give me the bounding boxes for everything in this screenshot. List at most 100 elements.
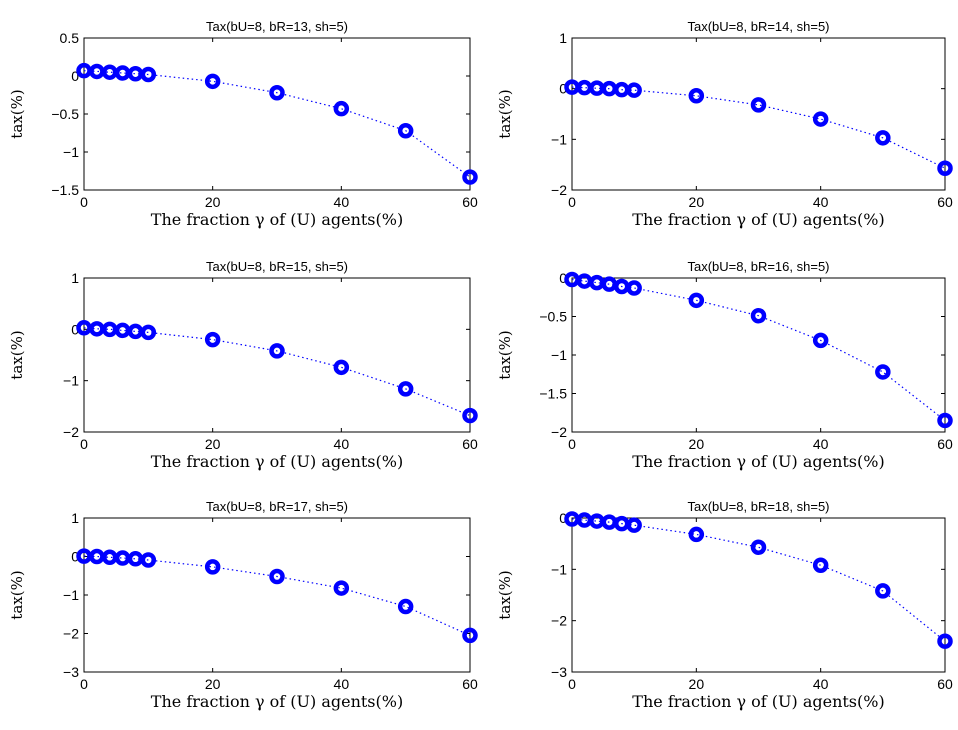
x-axis-label: The fraction γ of (U) agents(%): [632, 210, 884, 229]
y-tick-label: −1: [63, 144, 79, 160]
subplot-4: Tax(bU=8, bR=16, sh=5) 0 20 40 60 0 −0.5 −1 −1.5…: [496, 259, 953, 471]
y-axis-label: tax(%): [496, 570, 514, 619]
x-axis-label: The fraction γ of (U) agents(%): [632, 452, 884, 471]
data-point: [576, 273, 593, 289]
subplot-title: Tax(bU=8, bR=15, sh=5): [206, 259, 348, 274]
y-tick-label: −2: [63, 626, 79, 642]
data-point: [688, 526, 705, 543]
data-point: [89, 548, 105, 565]
subplot-title: Tax(bU=8, bR=14, sh=5): [688, 19, 830, 34]
y-axis-label: tax(%): [8, 570, 26, 619]
data-point: [626, 280, 642, 296]
data-point: [462, 627, 478, 644]
data-point: [127, 65, 144, 82]
x-tick-label: 0: [568, 436, 576, 452]
x-tick-label: 60: [462, 676, 478, 692]
series-line: [83, 327, 471, 417]
data-point: [101, 64, 118, 80]
data-point: [127, 551, 144, 567]
y-tick-label: 0: [71, 321, 79, 337]
data-point: [812, 111, 829, 127]
data-point: [937, 160, 953, 176]
y-tick-label: −2: [551, 613, 567, 629]
x-tick-label: 40: [334, 194, 350, 210]
y-tick-label: −3: [551, 664, 567, 680]
data-point: [114, 550, 131, 566]
x-tick-label: 60: [462, 194, 478, 210]
data-point: [750, 97, 767, 113]
data-point: [89, 321, 105, 337]
y-tick-label: 1: [71, 510, 79, 526]
x-axis-label: The fraction γ of (U) agents(%): [151, 210, 403, 229]
y-tick-label: 0: [71, 68, 79, 84]
y-tick-label: −1: [63, 587, 79, 603]
axes-frame: [83, 37, 471, 191]
x-tick-label: 40: [334, 676, 350, 692]
y-tick-label: −0.5: [539, 309, 567, 325]
data-point: [333, 580, 350, 596]
data-point: [626, 82, 642, 98]
x-tick-label: 0: [80, 676, 88, 692]
data-point: [140, 66, 157, 83]
subplot-2: Tax(bU=8, bR=14, sh=5) 0 20 40 60 1 0 −1 −2 The f…: [496, 19, 953, 229]
subplot-6: Tax(bU=8, bR=18, sh=5) 0 20 40 60 0 −1 −2 −3 The …: [496, 499, 953, 711]
subplot-title: Tax(bU=8, bR=17, sh=5): [206, 499, 348, 514]
x-tick-label: 0: [568, 676, 576, 692]
data-point: [875, 130, 891, 146]
y-tick-label: −2: [551, 424, 567, 440]
data-point: [937, 412, 953, 429]
x-tick-label: 40: [813, 676, 829, 692]
x-tick-label: 40: [813, 436, 829, 452]
data-point: [269, 343, 285, 359]
x-axis-label: The fraction γ of (U) agents(%): [151, 452, 403, 471]
y-axis-label: tax(%): [496, 330, 514, 379]
x-tick-label: 0: [80, 436, 88, 452]
x-tick-label: 0: [80, 194, 88, 210]
data-point: [688, 292, 705, 309]
y-axis-label: tax(%): [496, 89, 514, 138]
data-point: [333, 359, 350, 376]
data-point: [269, 568, 285, 585]
y-axis-label: tax(%): [8, 89, 26, 138]
data-point: [101, 321, 118, 338]
data-point: [269, 84, 285, 101]
y-tick-label: −2: [63, 424, 79, 440]
data-point: [204, 73, 221, 90]
data-point: [750, 307, 767, 324]
data-point: [462, 169, 478, 185]
data-point: [204, 331, 221, 348]
data-point: [397, 598, 414, 615]
y-axis-label: tax(%): [8, 330, 26, 379]
data-point: [875, 364, 891, 380]
data-point: [589, 513, 605, 529]
y-tick-label: −0.5: [51, 106, 79, 122]
series-line: [571, 278, 946, 421]
data-point: [114, 322, 131, 339]
x-tick-label: 20: [205, 676, 221, 692]
y-tick-label: −2: [551, 182, 567, 198]
axes-frame: [83, 517, 471, 673]
data-point: [576, 512, 593, 528]
y-tick-label: 0: [559, 510, 567, 526]
subplot-title: Tax(bU=8, bR=16, sh=5): [688, 259, 830, 274]
data-point: [750, 539, 767, 556]
data-point: [601, 276, 618, 292]
y-tick-label: −3: [63, 664, 79, 680]
subplot-title: Tax(bU=8, bR=18, sh=5): [688, 499, 830, 514]
y-tick-label: 0.5: [60, 30, 80, 46]
data-point: [101, 549, 118, 566]
x-tick-label: 60: [937, 194, 953, 210]
data-point: [688, 88, 705, 104]
y-tick-label: 0: [71, 549, 79, 565]
subplot-1: Tax(bU=8, bR=13, sh=5) 0 20 40 60 0.5 0 −0.5 −1 −…: [8, 19, 478, 229]
y-tick-label: −1.5: [51, 182, 79, 198]
x-tick-label: 0: [568, 194, 576, 210]
data-point: [812, 332, 829, 349]
x-tick-label: 60: [937, 676, 953, 692]
data-point: [204, 559, 221, 575]
y-tick-label: −1: [551, 347, 567, 363]
y-tick-label: 0: [559, 270, 567, 286]
data-point: [114, 65, 131, 81]
y-tick-label: 1: [559, 30, 567, 46]
